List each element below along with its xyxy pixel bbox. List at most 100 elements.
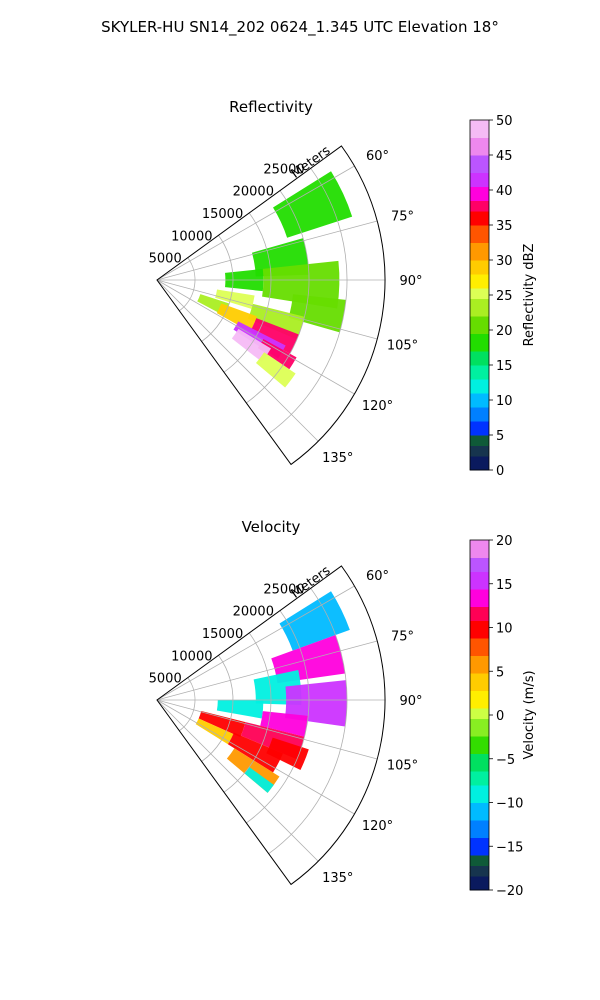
reflectivity-colorbar-band-66 bbox=[470, 235, 489, 240]
velocity-colorbar-band-59 bbox=[470, 680, 489, 684]
reflectivity-colorbar-tick-label-3: 15 bbox=[496, 359, 513, 374]
reflectivity-colorbar-tick-label-10: 50 bbox=[496, 114, 513, 129]
velocity-colorbar-band-43 bbox=[470, 736, 489, 740]
reflectivity-colorbar-band-20 bbox=[470, 396, 489, 401]
reflectivity-cell-4 bbox=[288, 294, 346, 333]
velocity-cell-10 bbox=[266, 737, 309, 770]
velocity-colorbar-band-73 bbox=[470, 631, 489, 635]
velocity-cells bbox=[195, 591, 350, 793]
reflectivity-colorbar-tick-label-8: 40 bbox=[496, 184, 513, 199]
velocity-grid-spoke-5 bbox=[156, 699, 319, 862]
reflectivity-colorbar-band-78 bbox=[470, 193, 489, 198]
reflectivity-colorbar-band-59 bbox=[470, 260, 489, 264]
reflectivity-grid-ring-2 bbox=[223, 212, 272, 373]
velocity-colorbar-band-80 bbox=[470, 606, 489, 611]
velocity-colorbar-band-97 bbox=[470, 547, 489, 551]
reflectivity-colorbar-band-64 bbox=[470, 242, 489, 247]
reflectivity-angle-tick-4: 120° bbox=[362, 399, 393, 414]
velocity-colorbar-label: Velocity (m/s) bbox=[522, 670, 537, 759]
velocity-colorbar-band-70 bbox=[470, 641, 489, 646]
reflectivity-colorbar-band-5 bbox=[470, 449, 489, 453]
reflectivity-angle-tick-0: 60° bbox=[366, 149, 389, 164]
reflectivity-grid-spoke-3 bbox=[156, 279, 378, 340]
velocity-colorbar-band-57 bbox=[470, 687, 489, 691]
reflectivity-grid-ring-3 bbox=[246, 190, 310, 404]
velocity-cell-4 bbox=[216, 700, 264, 719]
velocity-colorbar-band-45 bbox=[470, 729, 489, 733]
velocity-colorbar-band-3 bbox=[470, 876, 489, 880]
reflectivity-colorbar-label: Reflectivity dBZ bbox=[522, 244, 537, 347]
velocity-colorbar: −20 −15 −10 −5 0 5 10 15 20 Velocity (m/s) bbox=[469, 534, 537, 899]
velocity-colorbar-band-62 bbox=[470, 669, 489, 674]
velocity-colorbar-band-48 bbox=[470, 718, 489, 723]
reflectivity-colorbar-band-0 bbox=[470, 466, 489, 471]
velocity-grid-spoke-0 bbox=[156, 585, 355, 701]
velocity-colorbar-band-68 bbox=[470, 648, 489, 653]
velocity-colorbar-band-11 bbox=[470, 848, 489, 852]
velocity-colorbar-band-37 bbox=[470, 757, 489, 761]
velocity-colorbar-band-77 bbox=[470, 617, 489, 621]
velocity-colorbar-tick-label-2: −10 bbox=[496, 797, 523, 812]
reflectivity-colorbar-tick-label-9: 45 bbox=[496, 149, 513, 164]
reflectivity-colorbar-band-84 bbox=[470, 172, 489, 177]
reflectivity-colorbar-band-15 bbox=[470, 414, 489, 418]
reflectivity-colorbar-band-89 bbox=[470, 155, 489, 159]
reflectivity-colorbar-band-49 bbox=[470, 295, 489, 299]
reflectivity-colorbar-band-2 bbox=[470, 459, 489, 464]
reflectivity-colorbar-tick-label-2: 10 bbox=[496, 394, 513, 409]
velocity-colorbar-tick-label-8: 20 bbox=[496, 534, 513, 549]
reflectivity-colorbar-tick-label-7: 35 bbox=[496, 219, 513, 234]
reflectivity-colorbar-band-97 bbox=[470, 127, 489, 131]
velocity-cell-12 bbox=[244, 767, 274, 793]
velocity-colorbar-band-47 bbox=[470, 722, 489, 726]
reflectivity-colorbar-band-31 bbox=[470, 358, 489, 362]
reflectivity-colorbar-band-91 bbox=[470, 148, 489, 152]
velocity-colorbar-band-29 bbox=[470, 785, 489, 789]
velocity-colorbar-band-81 bbox=[470, 603, 489, 607]
reflectivity-colorbar-band-94 bbox=[470, 137, 489, 142]
velocity-colorbar-band-25 bbox=[470, 799, 489, 803]
reflectivity-colorbar-band-41 bbox=[470, 323, 489, 327]
velocity-colorbar-band-52 bbox=[470, 704, 489, 709]
velocity-colorbar-band-64 bbox=[470, 662, 489, 667]
reflectivity-colorbar-band-22 bbox=[470, 389, 489, 394]
reflectivity-colorbar-band-35 bbox=[470, 344, 489, 348]
velocity-colorbar-band-93 bbox=[470, 561, 489, 565]
velocity-r-tick-1: 10000 bbox=[171, 649, 212, 664]
velocity-colorbar-band-36 bbox=[470, 760, 489, 765]
velocity-colorbar-band-76 bbox=[470, 620, 489, 625]
reflectivity-cell-3 bbox=[262, 260, 340, 309]
velocity-colorbar-tick-label-4: 0 bbox=[496, 709, 504, 724]
reflectivity-colorbar-band-72 bbox=[470, 214, 489, 219]
reflectivity-angle-tick-1: 75° bbox=[391, 209, 414, 224]
reflectivity-colorbar-band-33 bbox=[470, 351, 489, 355]
reflectivity-r-tick-2: 15000 bbox=[202, 207, 243, 222]
velocity-colorbar-band-41 bbox=[470, 743, 489, 747]
reflectivity-colorbar-band-46 bbox=[470, 305, 489, 310]
velocity-colorbar-band-98 bbox=[470, 543, 489, 548]
velocity-grid-ring-4 bbox=[268, 588, 348, 855]
reflectivity-grid-spoke-1 bbox=[156, 220, 378, 281]
velocity-colorbar-band-17 bbox=[470, 827, 489, 831]
velocity-colorbar-band-82 bbox=[470, 599, 489, 604]
reflectivity-colorbar-band-44 bbox=[470, 312, 489, 317]
reflectivity-cell-12 bbox=[231, 328, 272, 362]
reflectivity-grid-spoke-5 bbox=[156, 279, 319, 442]
velocity-colorbar-band-63 bbox=[470, 666, 489, 670]
velocity-colorbar-band-19 bbox=[470, 820, 489, 824]
velocity-colorbar-band-79 bbox=[470, 610, 489, 614]
reflectivity-colorbar-band-40 bbox=[470, 326, 489, 331]
reflectivity-r-tick-3: 20000 bbox=[233, 185, 274, 200]
reflectivity-colorbar-band-47 bbox=[470, 302, 489, 306]
velocity-colorbar-band-12 bbox=[470, 844, 489, 849]
reflectivity-colorbar: 0 5 10 15 20 25 30 35 40 45 50 Reflectivity dBZ bbox=[469, 114, 537, 479]
reflectivity-cell-0 bbox=[273, 171, 353, 238]
velocity-colorbar-band-74 bbox=[470, 627, 489, 632]
reflectivity-angle-tick-3: 105° bbox=[387, 339, 418, 354]
reflectivity-cell-5 bbox=[215, 289, 255, 309]
velocity-r-tick-3: 20000 bbox=[233, 605, 274, 620]
reflectivity-colorbar-band-68 bbox=[470, 228, 489, 233]
velocity-colorbar-band-0 bbox=[470, 886, 489, 891]
